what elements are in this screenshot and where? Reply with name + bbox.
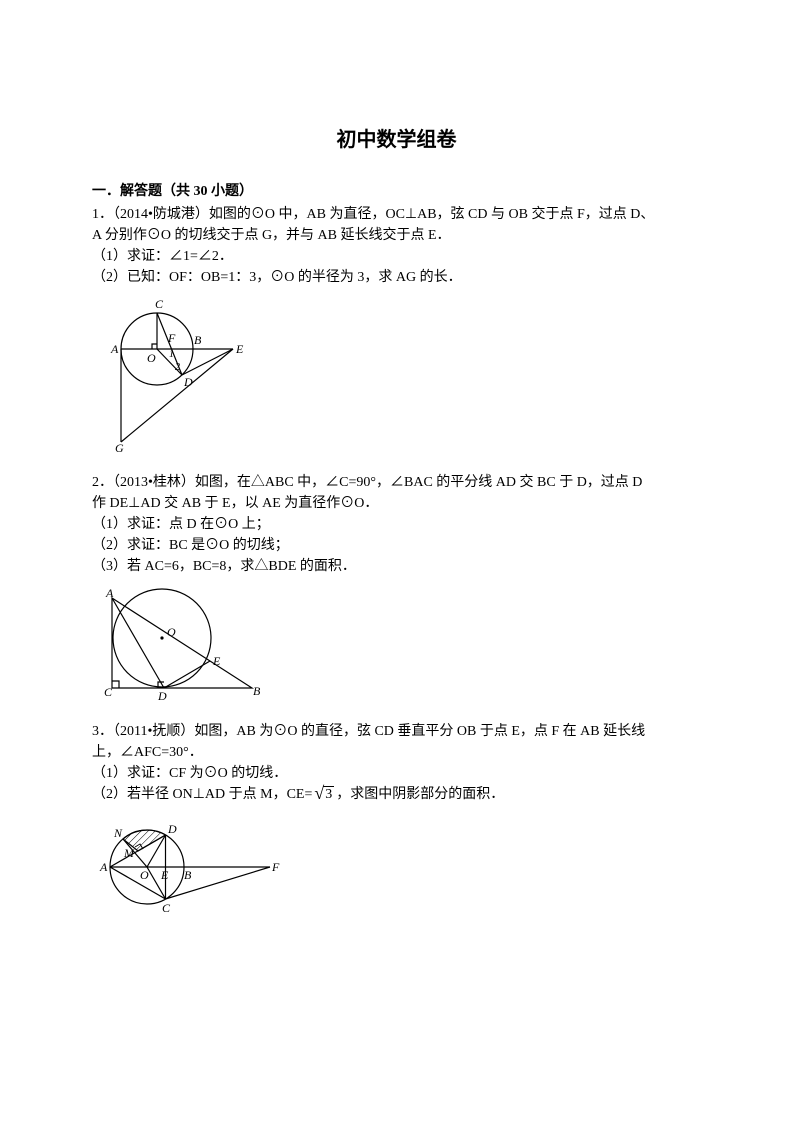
q1-figure: C A B E F O D G 1 2 (92, 294, 701, 454)
q2-figure: A B C D E O (92, 583, 701, 703)
q2-line2: 作 DE⊥AD 交 AB 于 E，以 AE 为直径作⊙O． (92, 493, 701, 514)
q2-line5: （3）若 AC=6，BC=8，求△BDE 的面积． (92, 556, 701, 577)
q2-label-O: O (167, 625, 176, 639)
radicand: 3 (323, 786, 334, 803)
q1-label-B: B (194, 333, 202, 347)
q1-label-G: G (115, 441, 124, 454)
page-title: 初中数学组卷 (92, 123, 701, 152)
q2-line1: 2．（2013•桂林）如图，在△ABC 中，∠C=90°，∠BAC 的平分线 A… (92, 472, 701, 493)
q3-label-M: M (123, 846, 135, 860)
q3-label-E: E (160, 868, 169, 882)
q2-label-D: D (157, 689, 167, 703)
q3-figure: A B C D E F M N O (92, 809, 701, 919)
q3-line4-pre: （2）若半径 ON⊥AD 于点 M，CE= (92, 784, 312, 805)
q1-label-E: E (235, 342, 244, 356)
q3-line3: （1）求证：CF 为⊙O 的切线． (92, 763, 701, 784)
sqrt-icon: √ 3 (314, 786, 334, 804)
q1-line3: （1）求证：∠1=∠2． (92, 246, 701, 267)
q2-label-A: A (105, 586, 114, 600)
q1-line4: （2）已知：OF：OB=1：3，⊙O 的半径为 3，求 AG 的长． (92, 267, 701, 288)
q2-label-C: C (104, 685, 113, 699)
q3-label-B: B (184, 868, 192, 882)
q2-label-E: E (212, 654, 221, 668)
q3-label-F: F (271, 860, 280, 874)
q3-label-A: A (99, 860, 108, 874)
q1-label-1: 1 (169, 349, 174, 360)
q2-line4: （2）求证：BC 是⊙O 的切线； (92, 535, 701, 556)
q3-label-D: D (167, 822, 177, 836)
q1-label-O: O (147, 351, 156, 365)
q1-label-A: A (110, 342, 119, 356)
q1-line1: 1．（2014•防城港）如图的⊙O 中，AB 为直径，OC⊥AB，弦 CD 与 … (92, 204, 701, 225)
q3-label-C: C (162, 901, 171, 915)
q1-line2: A 分别作⊙O 的切线交于点 G，并与 AB 延长线交于点 E． (92, 225, 701, 246)
q2-line3: （1）求证：点 D 在⊙O 上； (92, 514, 701, 535)
section-heading: 一．解答题（共 30 小题） (92, 180, 701, 200)
q3-line4-post: ，求图中阴影部分的面积． (336, 784, 504, 805)
page: 初中数学组卷 一．解答题（共 30 小题） 1．（2014•防城港）如图的⊙O … (0, 0, 793, 1122)
q1-label-C: C (155, 297, 164, 311)
q1-label-2: 2 (175, 362, 180, 373)
q1-label-F: F (167, 331, 176, 345)
q1-label-D: D (183, 375, 193, 389)
q3-line2: 上，∠AFC=30°． (92, 742, 701, 763)
q3-line1: 3．（2011•抚顺）如图，AB 为⊙O 的直径，弦 CD 垂直平分 OB 于点… (92, 721, 701, 742)
q3-label-O: O (140, 868, 149, 882)
q3-line4: （2）若半径 ON⊥AD 于点 M，CE= √ 3 ，求图中阴影部分的面积． (92, 784, 701, 805)
q3-label-N: N (113, 826, 123, 840)
q2-label-B: B (253, 684, 261, 698)
